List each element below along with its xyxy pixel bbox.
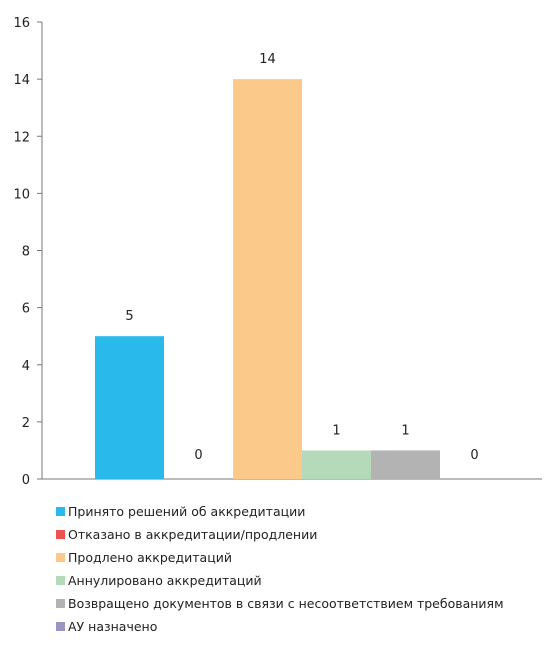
legend-label: Принято решений об аккредитации	[68, 504, 306, 519]
legend-item-3: Продлено аккредитаций	[56, 546, 504, 569]
legend-item-1: Принято решений об аккредитации	[56, 500, 504, 523]
y-tick-label: 14	[13, 73, 30, 88]
legend-label: Продлено аккредитаций	[68, 550, 232, 565]
data-label-4: 1	[332, 423, 340, 438]
legend-label: АУ назначено	[68, 619, 158, 634]
y-axis: 0 2 4 6 8 10 12 14 16	[13, 16, 43, 488]
legend-label: Аннулировано аккредитаций	[68, 573, 262, 588]
legend-item-2: Отказано в аккредитации/продлении	[56, 523, 504, 546]
data-label-1: 5	[125, 309, 133, 324]
data-label-5: 1	[401, 423, 409, 438]
y-tick-label: 4	[22, 359, 30, 374]
data-label-3: 14	[259, 52, 276, 67]
legend-item-5: Возвращено документов в связи с несоотве…	[56, 592, 504, 615]
y-tick-label: 8	[22, 245, 30, 260]
bar-1	[95, 336, 164, 479]
bars	[95, 79, 440, 479]
y-tick-label: 16	[13, 16, 30, 31]
legend-label: Отказано в аккредитации/продлении	[68, 527, 318, 542]
legend-swatch	[56, 507, 65, 516]
y-tick-label: 6	[22, 302, 30, 317]
legend-label: Возвращено документов в связи с несоотве…	[68, 596, 504, 611]
legend-swatch	[56, 599, 65, 608]
y-tick-label: 0	[22, 473, 30, 488]
legend-swatch	[56, 622, 65, 631]
data-label-6: 0	[470, 448, 478, 463]
y-tick-label: 2	[22, 416, 30, 431]
legend-swatch	[56, 530, 65, 539]
y-tick-label: 10	[13, 187, 30, 202]
bar-4	[302, 450, 371, 479]
legend: Принято решений об аккредитации Отказано …	[56, 500, 504, 638]
data-labels: 5 0 14 1 1 0	[125, 52, 478, 463]
legend-swatch	[56, 576, 65, 585]
legend-swatch	[56, 553, 65, 562]
bar-5	[371, 450, 440, 479]
legend-item-4: Аннулировано аккредитаций	[56, 569, 504, 592]
bar-3	[233, 79, 302, 479]
data-label-2: 0	[194, 448, 202, 463]
legend-item-6: АУ назначено	[56, 615, 504, 638]
y-tick-label: 12	[13, 130, 30, 145]
